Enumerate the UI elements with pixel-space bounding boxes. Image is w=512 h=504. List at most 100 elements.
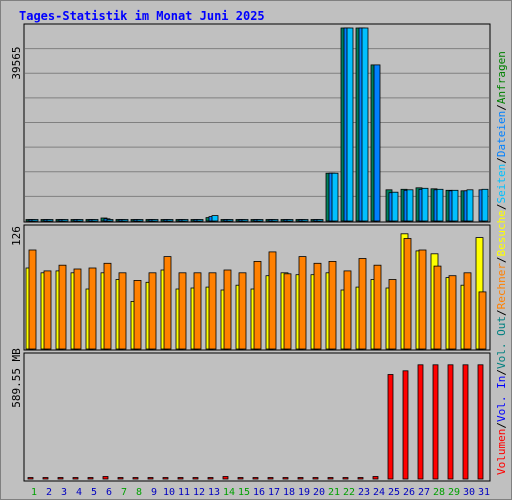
bottom-bar-volumen-15 [237,477,244,480]
middle-bar-rechner-31 [478,291,487,350]
x-label-day-23: 23 [358,487,370,498]
top-bar-seiten-27 [421,187,429,222]
top-bar-seiten-13 [211,215,219,222]
legend-item: / [495,256,508,263]
middle-bar-rechner-2 [43,270,52,350]
bottom-bar-volumen-22 [342,477,349,480]
legend-item: Rechner [495,263,508,310]
middle-bar-rechner-5 [88,267,97,350]
top-bar-seiten-1 [31,219,39,222]
x-label-day-30: 30 [463,487,475,498]
legend-item: / [495,157,508,164]
middle-bar-rechner-13 [208,272,217,350]
middle-bar-rechner-9 [148,272,157,350]
x-label-day-31: 31 [478,487,490,498]
bottom-bar-volumen-12 [192,477,199,480]
middle-bar-rechner-30 [463,272,472,350]
bottom-bar-volumen-13 [207,477,214,480]
middle-bar-rechner-19 [298,256,307,350]
x-label-day-22: 22 [343,487,355,498]
middle-bar-rechner-8 [133,279,142,350]
bottom-bar-volumen-11 [177,477,184,480]
x-label-day-3: 3 [61,487,67,498]
top-bar-seiten-10 [166,219,174,222]
x-axis-labels: 1 2 3 4 5 6 7 8 9 10 11 12 13 14 15 16 17 18 19 20 21 22 23 24 2… [31,487,490,498]
top-bar-seiten-14 [226,219,234,222]
x-label-day-26: 26 [403,487,415,498]
bottom-bar-volumen-21 [327,477,334,480]
x-label-day-10: 10 [163,487,175,498]
top-bar-seiten-11 [181,219,189,222]
legend-item: Anfragen [495,51,508,104]
bottom-bar-volumen-17 [267,477,274,480]
middle-bar-rechner-25 [388,279,397,350]
middle-bar-rechner-6 [103,262,112,350]
x-label-day-29: 29 [448,487,460,498]
middle-bar-rechner-4 [73,268,82,350]
bottom-bar-volumen-4 [72,477,79,480]
middle-bar-rechner-14 [223,269,232,350]
bottom-bar-volumen-26 [402,370,409,480]
x-label-day-9: 9 [151,487,157,498]
bottom-bar-volumen-6 [102,476,109,480]
top-bar-seiten-15 [241,219,249,222]
x-label-day-1: 1 [31,487,37,498]
bottom-bar-volumen-19 [297,477,304,480]
x-label-day-15: 15 [238,487,250,498]
top-bar-seiten-9 [151,219,159,222]
bottom-bar-volumen-27 [417,364,424,480]
bottom-bar-volumen-20 [312,477,319,480]
legend-item: Volumen [495,429,508,475]
top-bar-seiten-16 [256,219,264,222]
middle-axis-max-label: 126 [10,226,23,246]
middle-bar-rechner-10 [163,256,172,350]
bottom-bar-volumen-23 [357,477,364,480]
middle-bar-rechner-15 [238,272,247,350]
top-bar-seiten-19 [301,219,309,222]
top-bar-seiten-20 [316,219,324,222]
x-label-day-28: 28 [433,487,445,498]
legend-item: Besuche [495,210,508,256]
top-bar-seiten-29 [451,189,459,222]
top-bar-seiten-7 [121,219,129,222]
top-bar-seiten-8 [136,219,144,222]
middle-bar-rechner-17 [268,251,277,350]
bottom-bar-volumen-2 [42,477,49,480]
legend-item: / [495,104,508,111]
legend-item: / [495,203,508,210]
middle-bar-rechner-22 [343,270,352,350]
middle-bar-rechner-28 [433,265,442,350]
x-label-day-21: 21 [328,487,340,498]
middle-bar-rechner-3 [58,264,67,350]
top-bar-seiten-3 [61,219,69,222]
top-bar-dateien-24 [373,64,381,222]
x-label-day-12: 12 [193,487,205,498]
top-bar-seiten-4 [76,219,84,222]
bottom-panel-frame [23,352,491,482]
legend-item: / [495,422,508,429]
top-bar-seiten-6 [106,219,114,222]
x-label-day-20: 20 [313,487,325,498]
bottom-bar-volumen-14 [222,476,229,480]
top-bar-seiten-30 [466,189,474,222]
top-bar-seiten-12 [196,219,204,222]
top-bar-seiten-31 [481,188,489,222]
top-bar-seiten-5 [91,219,99,222]
middle-bar-rechner-16 [253,260,262,350]
x-label-day-8: 8 [136,487,142,498]
right-legend: Volumen/Vol. In/Vol. Out/Rechner/Besuche… [495,51,508,475]
middle-bar-rechner-27 [418,249,427,350]
top-bar-seiten-26 [406,189,414,222]
legend-item: / [495,369,508,376]
top-panel-gridlines [25,48,489,197]
middle-bar-rechner-21 [328,260,337,350]
bottom-bar-volumen-7 [117,477,124,480]
middle-bar-rechner-11 [178,272,187,350]
middle-bar-rechner-18 [283,273,292,350]
top-bar-seiten-22 [346,27,354,222]
chart-title: Tages-Statistik im Monat Juni 2025 [19,9,265,23]
legend-item: / [495,309,508,316]
x-label-day-18: 18 [283,487,295,498]
top-bar-seiten-2 [46,219,54,222]
